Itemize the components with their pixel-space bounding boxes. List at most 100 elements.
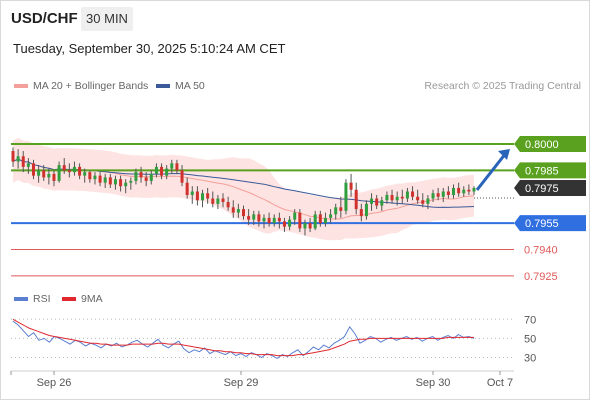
candle-body [175,163,179,171]
candle-body [298,212,302,229]
candle-body [62,165,66,171]
candle [431,189,435,203]
candle [67,163,71,178]
candle [134,168,138,185]
candle-body [154,166,158,174]
candle-body [252,214,256,220]
candle-body [339,207,343,211]
candle-body [395,196,399,201]
rsi-legend-label: RSI [33,293,51,305]
candle-body [421,200,425,204]
candle [47,168,51,185]
candle [52,170,56,187]
chart-header: USD/CHF 30 MIN [0,0,590,36]
candle [405,187,409,203]
candle-body [31,163,35,176]
ma9-swatch [62,297,76,301]
candle [462,186,466,197]
candle [175,159,179,174]
candle [119,175,123,192]
candle [390,189,394,204]
x-axis-label: Sep 30 [416,377,451,389]
candle [16,149,20,169]
rsi-panel: 70 50 30 [11,314,536,364]
candle-body [165,168,169,176]
candle-body [288,219,292,227]
timeframe-badge[interactable]: 30 MIN [81,7,133,31]
candle-body [349,182,353,190]
candle-body [144,177,148,181]
candle [385,191,389,204]
candle-body [242,209,245,217]
candle-body [26,163,30,167]
candle-body [370,198,374,204]
price-panel: 0.8000 0.7985 0.7955 0.7940 0.7925 0.7975 [11,135,586,283]
candle [339,196,343,218]
candle [267,212,271,227]
candle-body [113,179,117,185]
level-tag-0.8000 [514,135,586,152]
candle [457,182,461,197]
rsi-tick-label: 30 [524,352,536,364]
candle-body [313,214,317,229]
candle [411,186,415,201]
candle-body [21,156,25,167]
candle [298,209,302,232]
candle [242,205,245,220]
candle-body [277,217,281,222]
candle [78,163,82,180]
candle-body [185,182,189,195]
candle-body [160,166,164,176]
candle-body [411,191,415,197]
candle [467,184,471,195]
candle [165,165,169,180]
forecast-arrow-shaft [475,152,508,191]
level-label-0.7940: 0.7940 [524,245,558,257]
candle-body [262,217,266,222]
candle [364,200,368,220]
candle [426,195,430,210]
candle [83,168,87,183]
rsi-series-line [12,320,475,359]
forecast-arrow-head [498,148,510,160]
ma50-legend-label: MA 50 [175,80,205,92]
candle [103,173,107,188]
candle-body [78,166,82,176]
ma9-series-line [12,318,474,357]
candle-body [190,191,194,195]
candle-body [129,180,133,183]
candle [252,210,256,225]
level-label-0.7955: 0.7955 [525,218,559,230]
candle [323,212,327,227]
candle-body [231,207,235,213]
candle-body [452,187,456,195]
candle-body [390,195,394,201]
candle [26,158,30,174]
rsi-tick-label: 70 [524,314,536,326]
symbol-title: USD/CHF [11,10,78,27]
candle [139,166,143,183]
candle [236,203,240,218]
candle-body [37,170,41,176]
candle [160,163,164,180]
candle-body [416,196,420,201]
candle [31,159,35,180]
candle-body [108,177,112,185]
candle-body [334,207,338,215]
candle-body [47,173,51,178]
candle [308,217,312,232]
candle-body [431,193,435,199]
candle [421,193,425,208]
candle [201,189,205,208]
candle [288,216,292,231]
candle [185,177,189,199]
candle [62,158,66,174]
candle [113,175,117,190]
candle [272,214,276,227]
candle-body [272,217,276,224]
candle-body [385,195,389,201]
candle [124,179,128,194]
candle [37,165,41,183]
candle [344,179,348,215]
